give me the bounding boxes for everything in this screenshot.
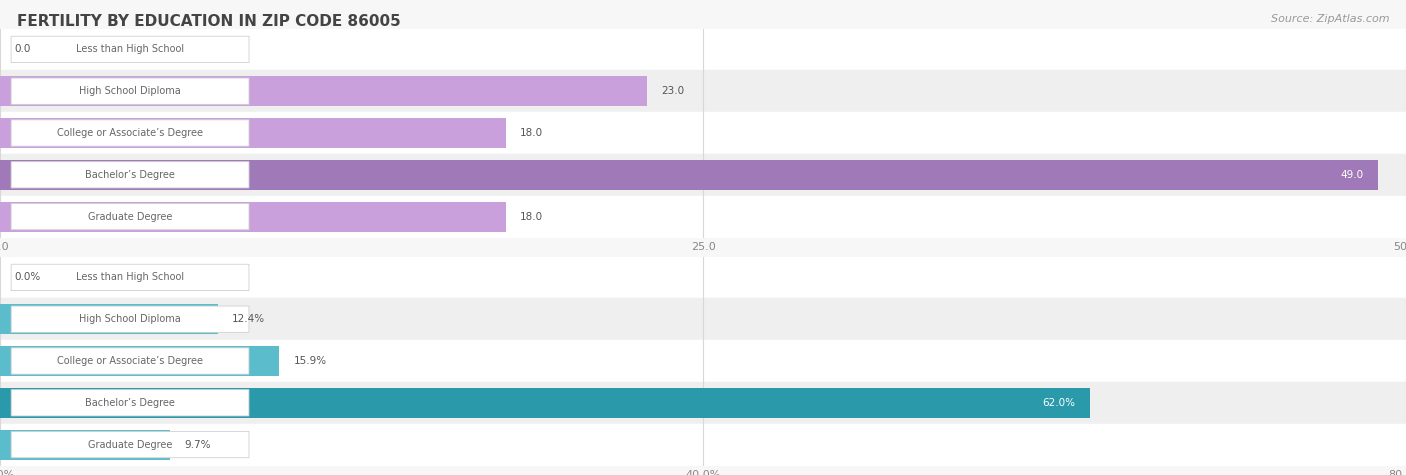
FancyBboxPatch shape xyxy=(11,431,249,458)
Bar xyxy=(0,196,1406,238)
Text: 0.0%: 0.0% xyxy=(14,272,41,283)
Bar xyxy=(0,298,1406,340)
Text: College or Associate’s Degree: College or Associate’s Degree xyxy=(58,356,202,366)
Text: 18.0: 18.0 xyxy=(520,211,543,222)
Text: 12.4%: 12.4% xyxy=(232,314,266,324)
Text: 9.7%: 9.7% xyxy=(184,439,211,450)
Bar xyxy=(0,118,506,148)
Text: 15.9%: 15.9% xyxy=(294,356,326,366)
Text: Less than High School: Less than High School xyxy=(76,272,184,283)
Bar xyxy=(0,112,1406,154)
Text: High School Diploma: High School Diploma xyxy=(79,314,181,324)
Text: 49.0: 49.0 xyxy=(1341,170,1364,180)
Bar xyxy=(0,304,218,334)
FancyBboxPatch shape xyxy=(11,348,249,374)
FancyBboxPatch shape xyxy=(11,306,249,332)
Text: Graduate Degree: Graduate Degree xyxy=(87,439,173,450)
FancyBboxPatch shape xyxy=(11,390,249,416)
Bar xyxy=(0,70,1406,112)
FancyBboxPatch shape xyxy=(11,36,249,63)
Text: College or Associate’s Degree: College or Associate’s Degree xyxy=(58,128,202,138)
Text: Bachelor’s Degree: Bachelor’s Degree xyxy=(86,170,174,180)
Text: FERTILITY BY EDUCATION IN ZIP CODE 86005: FERTILITY BY EDUCATION IN ZIP CODE 86005 xyxy=(17,14,401,29)
Bar xyxy=(0,382,1406,424)
Text: Less than High School: Less than High School xyxy=(76,44,184,55)
FancyBboxPatch shape xyxy=(11,264,249,291)
Bar xyxy=(0,340,1406,382)
Text: 18.0: 18.0 xyxy=(520,128,543,138)
Bar xyxy=(0,346,280,376)
Text: Bachelor’s Degree: Bachelor’s Degree xyxy=(86,398,174,408)
Text: 0.0: 0.0 xyxy=(14,44,31,55)
FancyBboxPatch shape xyxy=(11,203,249,230)
Bar xyxy=(0,76,647,106)
FancyBboxPatch shape xyxy=(11,162,249,188)
Text: High School Diploma: High School Diploma xyxy=(79,86,181,96)
FancyBboxPatch shape xyxy=(11,78,249,104)
Bar xyxy=(0,429,170,460)
Bar xyxy=(0,160,1378,190)
Bar xyxy=(0,388,1090,418)
Bar xyxy=(0,154,1406,196)
Bar xyxy=(0,201,506,232)
Bar xyxy=(0,256,1406,298)
Bar xyxy=(0,424,1406,466)
Bar xyxy=(0,28,1406,70)
Text: 62.0%: 62.0% xyxy=(1043,398,1076,408)
Text: 23.0: 23.0 xyxy=(661,86,683,96)
FancyBboxPatch shape xyxy=(11,120,249,146)
Text: Graduate Degree: Graduate Degree xyxy=(87,211,173,222)
Text: Source: ZipAtlas.com: Source: ZipAtlas.com xyxy=(1271,14,1389,24)
